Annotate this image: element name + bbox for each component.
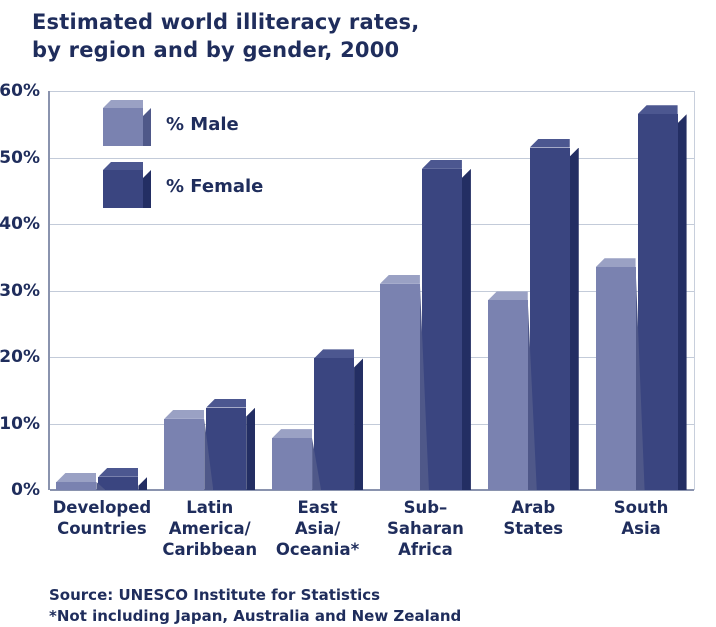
bar-male-4 bbox=[487, 291, 537, 490]
legend-swatch-face-front bbox=[103, 108, 143, 146]
bar-front-face bbox=[637, 114, 678, 490]
x-axis: Developed Countries Latin America/ Caribb… bbox=[48, 497, 695, 567]
bar-front-face bbox=[206, 407, 247, 490]
legend-label-female: % Female bbox=[166, 176, 264, 197]
bar-front-face bbox=[98, 476, 139, 490]
y-tick-label-10: 10% bbox=[0, 413, 40, 434]
bar-top-face bbox=[421, 159, 462, 169]
bar-female-2 bbox=[314, 349, 364, 490]
bar-male-5 bbox=[595, 258, 645, 490]
bar-female-5 bbox=[637, 105, 687, 490]
bar-top-face bbox=[206, 398, 247, 408]
bar-male-3 bbox=[379, 274, 429, 490]
gridline-0 bbox=[50, 489, 694, 491]
bar-female-4 bbox=[529, 138, 579, 490]
chart-title: Estimated world illiteracy rates, by reg… bbox=[32, 10, 420, 62]
bar-side-face bbox=[354, 358, 364, 490]
bar-front-face bbox=[595, 267, 636, 490]
bar-male-2 bbox=[272, 429, 322, 490]
bar-side-face bbox=[569, 147, 579, 490]
bar-female-3 bbox=[421, 159, 471, 490]
x-axis-label-1: Latin America/ Caribbean bbox=[162, 498, 258, 559]
gridlines bbox=[50, 91, 694, 491]
bar-front-face bbox=[164, 418, 205, 490]
bar-top-face bbox=[164, 409, 205, 419]
legend-swatch-female bbox=[103, 162, 151, 208]
legend-swatch-face-top bbox=[103, 100, 143, 108]
bar-top-face bbox=[98, 467, 139, 477]
legend-label-male: % Male bbox=[166, 114, 239, 135]
bar-side-face bbox=[677, 114, 687, 490]
plot-area bbox=[48, 91, 695, 491]
x-axis-label-0: Developed Countries bbox=[52, 498, 152, 538]
bar-front-face bbox=[56, 482, 97, 490]
gridline-50 bbox=[50, 157, 694, 159]
legend-swatch-face-side bbox=[143, 170, 151, 208]
bar-side-face bbox=[96, 482, 106, 490]
legend-swatch-face-side bbox=[143, 108, 151, 146]
y-tick-label-50: 50% bbox=[0, 147, 40, 168]
bar-front-face bbox=[421, 168, 462, 490]
bars-layer bbox=[48, 91, 695, 490]
x-axis-label-5: South Asia bbox=[613, 498, 669, 538]
bar-male-0 bbox=[56, 473, 106, 490]
y-tick-label-40: 40% bbox=[0, 214, 40, 234]
gridline-10 bbox=[50, 423, 694, 425]
bar-female-0 bbox=[98, 467, 148, 490]
bar-side-face bbox=[461, 168, 471, 490]
bar-side-face bbox=[635, 267, 645, 490]
bar-top-face bbox=[637, 105, 678, 115]
bar-front-face bbox=[379, 283, 420, 490]
gridline-20 bbox=[50, 357, 694, 358]
bar-top-face bbox=[487, 291, 528, 301]
bar-top-face bbox=[314, 349, 355, 359]
y-tick-label-20: 20% bbox=[0, 347, 40, 367]
bar-front-face bbox=[487, 300, 528, 490]
bar-front-face bbox=[272, 438, 313, 490]
legend-swatch-male bbox=[103, 100, 151, 146]
bar-top-face bbox=[379, 274, 420, 284]
y-tick-label-60: 60% bbox=[0, 81, 40, 101]
bar-front-face bbox=[314, 358, 355, 490]
bar-front-face bbox=[529, 147, 570, 490]
bar-male-1 bbox=[164, 409, 214, 490]
legend-swatch-face-front bbox=[103, 170, 143, 208]
x-axis-label-2: East Asia/ Oceania* bbox=[275, 498, 360, 559]
bar-top-face bbox=[595, 258, 636, 268]
bar-side-face bbox=[419, 283, 429, 490]
x-axis-label-3: Sub– Saharan Africa bbox=[386, 498, 464, 559]
gridline-30 bbox=[50, 290, 694, 292]
bar-side-face bbox=[246, 407, 256, 490]
bar-top-face bbox=[529, 138, 570, 148]
source-note: Source: UNESCO Institute for Statistics … bbox=[49, 586, 462, 625]
bar-top-face bbox=[56, 473, 97, 483]
gridline-60 bbox=[50, 91, 694, 92]
y-tick-label-30: 30% bbox=[0, 280, 40, 301]
x-axis-label-4: Arab States bbox=[503, 498, 564, 538]
y-tick-label-0: 0% bbox=[11, 480, 40, 500]
bar-top-face bbox=[272, 429, 313, 439]
y-axis: 0% 10% 20% 30% 40% 50% 60% bbox=[0, 81, 44, 500]
gridline-40 bbox=[50, 224, 694, 225]
legend-swatch-face-top bbox=[103, 162, 143, 170]
bar-side-face bbox=[312, 438, 322, 490]
bar-female-1 bbox=[206, 398, 256, 490]
bar-side-face bbox=[204, 418, 214, 490]
bar-side-face bbox=[527, 300, 537, 490]
bar-side-face bbox=[138, 476, 148, 490]
